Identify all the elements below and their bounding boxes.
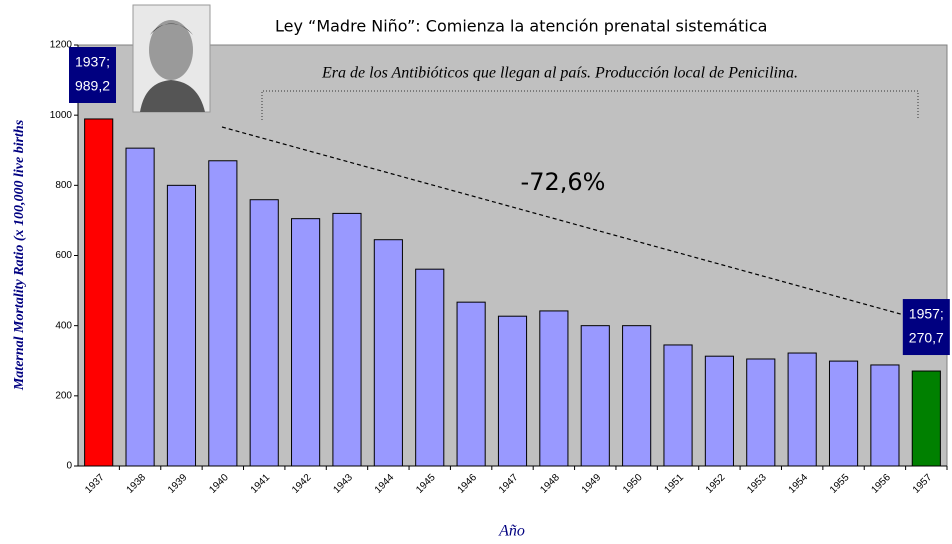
bar bbox=[663, 344, 693, 467]
bar bbox=[539, 310, 569, 467]
y-tick-label: 200 bbox=[55, 390, 72, 401]
x-tick-label: 1952 bbox=[704, 472, 728, 496]
bar bbox=[125, 147, 155, 467]
change-annotation: -72,6% bbox=[521, 168, 606, 196]
y-tick-label: 0 bbox=[66, 461, 72, 472]
portrait bbox=[132, 4, 211, 113]
x-axis-label: Año bbox=[498, 523, 525, 540]
bar bbox=[622, 325, 652, 467]
callout-year: 1957; bbox=[909, 306, 944, 322]
bar bbox=[497, 315, 528, 467]
x-tick-label: 1947 bbox=[497, 472, 521, 496]
y-tick-label: 600 bbox=[55, 250, 72, 261]
x-tick-label: 1951 bbox=[663, 472, 687, 496]
x-tick-label: 1939 bbox=[166, 472, 190, 496]
x-tick-label: 1955 bbox=[828, 472, 852, 496]
x-tick-label: 1954 bbox=[787, 472, 811, 496]
value-label: 270,7 bbox=[909, 330, 944, 346]
bar bbox=[911, 370, 941, 467]
bar bbox=[870, 364, 900, 467]
x-tick-label: 1944 bbox=[373, 472, 397, 496]
bar bbox=[291, 218, 321, 467]
bar bbox=[456, 301, 486, 467]
x-tick-label: 1938 bbox=[125, 472, 149, 496]
x-tick-label: 1945 bbox=[414, 472, 438, 496]
y-tick-label: 1200 bbox=[50, 40, 73, 51]
bar bbox=[249, 199, 279, 467]
x-tick-label: 1956 bbox=[869, 472, 893, 496]
y-tick-label: 1000 bbox=[50, 110, 73, 121]
bar bbox=[746, 358, 776, 467]
era-bracket bbox=[261, 90, 919, 120]
callout-year: 1937; bbox=[75, 54, 110, 70]
bar bbox=[332, 212, 362, 467]
trend-arrow bbox=[221, 126, 917, 320]
bar bbox=[787, 352, 817, 467]
bar bbox=[828, 360, 859, 467]
callout-box bbox=[902, 299, 950, 356]
x-tick-label: 1946 bbox=[456, 472, 480, 496]
bar bbox=[208, 160, 238, 467]
x-tick-label: 1949 bbox=[580, 472, 604, 496]
value-label: 989,2 bbox=[75, 78, 110, 94]
x-tick-label: 1940 bbox=[207, 472, 231, 496]
x-tick-label: 1948 bbox=[538, 472, 562, 496]
bar bbox=[580, 325, 610, 467]
bar bbox=[373, 239, 403, 467]
bar bbox=[84, 118, 114, 467]
callout-box bbox=[69, 47, 116, 103]
x-tick-label: 1942 bbox=[290, 472, 314, 496]
x-tick-label: 1953 bbox=[745, 472, 769, 496]
x-tick-label: 1943 bbox=[331, 472, 355, 496]
chart-title: Ley “Madre Niño”: Comienza la atención p… bbox=[275, 17, 767, 36]
y-axis-label: Maternal Mortality Ratio (x 100,000 live… bbox=[12, 119, 27, 391]
y-tick-label: 800 bbox=[55, 180, 72, 191]
bar bbox=[704, 355, 734, 467]
x-tick-label: 1957 bbox=[911, 472, 935, 496]
x-tick-label: 1950 bbox=[621, 472, 645, 496]
y-tick-label: 400 bbox=[55, 320, 72, 331]
era-annotation: Era de los Antibióticos que llegan al pa… bbox=[321, 65, 798, 82]
x-tick-label: 1937 bbox=[83, 472, 107, 496]
x-tick-label: 1941 bbox=[249, 472, 273, 496]
bar bbox=[166, 184, 197, 467]
bar bbox=[415, 268, 445, 467]
